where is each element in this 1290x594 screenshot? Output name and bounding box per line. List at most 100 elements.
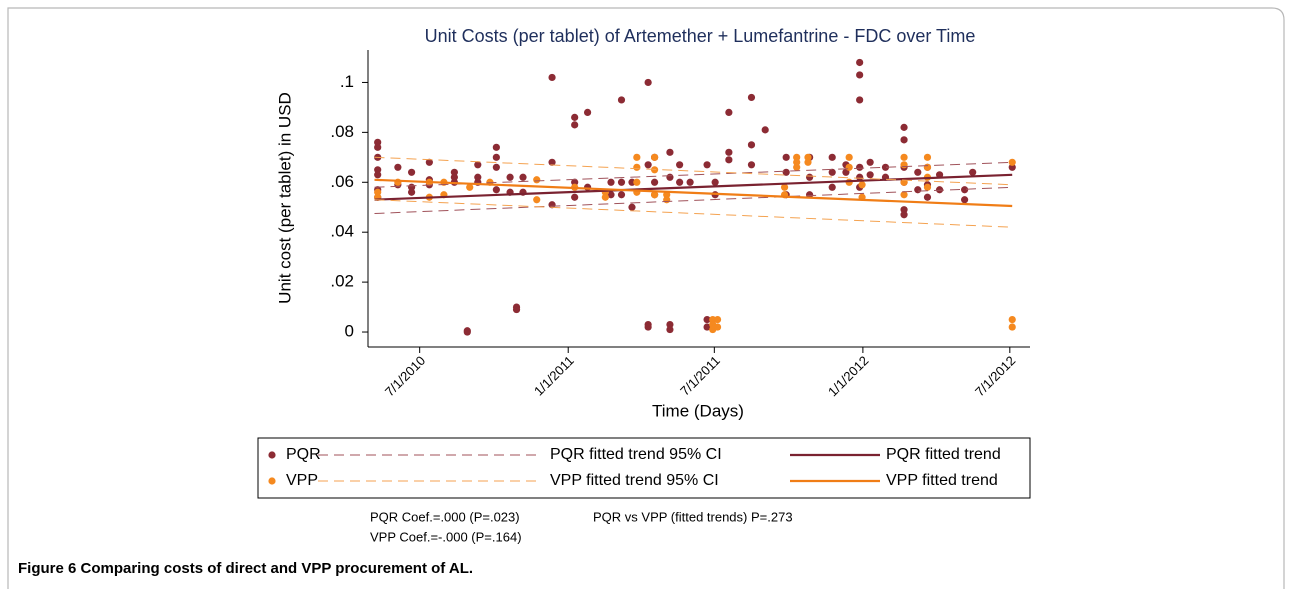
point: [804, 153, 812, 161]
figure-border: [7, 7, 1285, 589]
point: [374, 166, 382, 174]
point: [845, 153, 853, 161]
point: [633, 178, 641, 186]
point: [374, 171, 382, 179]
point: [676, 178, 684, 186]
point: [474, 173, 482, 181]
point: [747, 141, 756, 149]
point: [650, 191, 659, 199]
point: [804, 158, 812, 166]
point: [374, 143, 382, 151]
note: VPP Coef.=-.000 (P=.164): [370, 529, 522, 544]
point: [407, 188, 416, 196]
point: [650, 153, 659, 161]
point: [666, 173, 674, 181]
point: [633, 153, 641, 161]
ci-line: [374, 156, 1013, 186]
point: [492, 163, 500, 171]
point: [914, 186, 922, 194]
point: [725, 148, 733, 156]
point: [713, 323, 722, 331]
point: [666, 148, 674, 156]
point: [793, 163, 801, 171]
point: [866, 171, 874, 179]
point: [761, 126, 769, 134]
point: [806, 173, 814, 181]
point: [747, 93, 756, 102]
legend-label: PQR fitted trend: [886, 446, 1001, 463]
point: [866, 158, 874, 166]
x-tick-label: 1/1/2011: [531, 353, 577, 399]
point: [533, 196, 541, 204]
point: [900, 123, 908, 131]
point: [881, 163, 890, 171]
point: [474, 161, 482, 169]
point: [644, 323, 652, 331]
point: [782, 168, 790, 176]
point: [617, 191, 626, 199]
point: [900, 191, 908, 199]
point: [711, 178, 719, 186]
point: [644, 161, 652, 169]
trend-line: [374, 173, 1013, 201]
point: [633, 163, 641, 171]
point: [607, 191, 615, 199]
point: [450, 173, 458, 181]
point: [828, 168, 836, 176]
point: [644, 78, 652, 87]
x-tick-label: 7/1/2010: [382, 353, 428, 399]
point: [782, 153, 790, 161]
point: [676, 161, 684, 169]
point: [466, 183, 474, 191]
x-tick-label: 7/1/2011: [677, 353, 723, 399]
point: [845, 163, 853, 171]
note: PQR Coef.=.000 (P=.023): [370, 509, 520, 524]
point: [571, 121, 579, 129]
trend-line: [374, 178, 1013, 208]
point: [725, 156, 733, 164]
point: [583, 183, 592, 191]
ci-line: [374, 186, 1013, 214]
point: [407, 168, 416, 176]
legend-box: [257, 437, 1031, 499]
ci-line: [374, 161, 1013, 188]
point: [374, 138, 382, 146]
point: [856, 58, 864, 67]
legend-label: VPP fitted trend: [886, 472, 998, 489]
point: [571, 193, 579, 201]
point: [935, 186, 944, 194]
point: [650, 178, 659, 186]
point: [686, 178, 694, 186]
point: [571, 178, 579, 186]
point: [506, 173, 514, 181]
point: [666, 320, 674, 329]
point: [747, 161, 756, 169]
x-tick-label: 7/1/2012: [972, 353, 1018, 399]
legend-marker: [268, 451, 276, 459]
point: [923, 193, 932, 201]
y-tick-label: .06: [330, 172, 354, 191]
point: [703, 161, 711, 169]
point: [856, 163, 864, 171]
point: [512, 305, 521, 314]
legend-label: PQR fitted trend 95% CI: [550, 446, 722, 463]
ci-line: [374, 199, 1013, 228]
point: [607, 178, 615, 186]
point: [713, 315, 722, 324]
point: [492, 143, 500, 151]
point: [450, 168, 458, 176]
point: [463, 327, 471, 335]
point: [583, 108, 592, 116]
x-tick-label: 1/1/2012: [825, 353, 871, 399]
legend-marker: [268, 477, 276, 485]
point: [856, 71, 864, 79]
y-tick-label: .1: [340, 72, 354, 91]
point: [425, 158, 433, 166]
point: [923, 163, 932, 171]
point: [492, 153, 500, 161]
point: [519, 173, 527, 181]
y-tick-label: 0: [345, 322, 354, 341]
point: [617, 178, 626, 186]
point: [856, 173, 864, 181]
